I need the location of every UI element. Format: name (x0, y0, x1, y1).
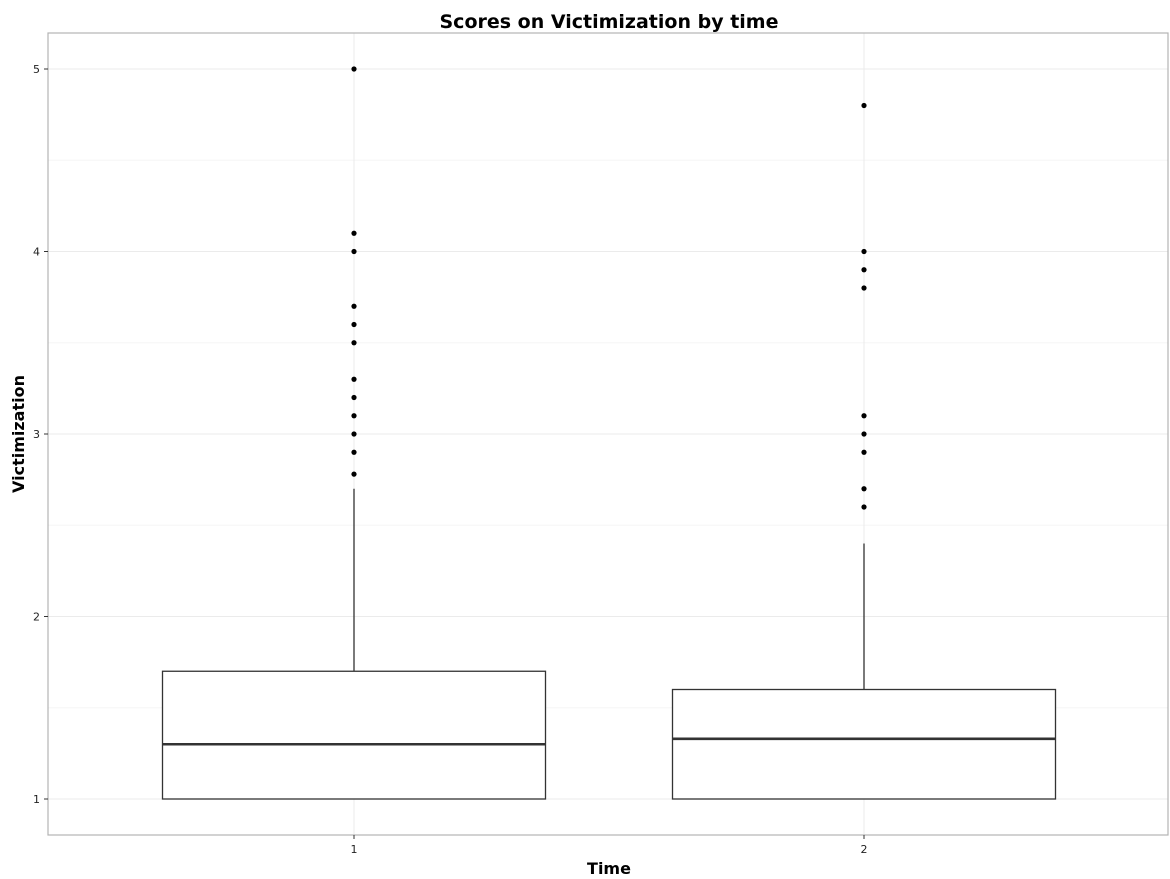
box-group-2 (671, 102, 1057, 800)
outlier-point (861, 267, 867, 273)
outlier-point (351, 303, 357, 309)
outlier-point (861, 413, 867, 419)
y-tick-label: 3 (33, 428, 40, 441)
x-tick-label: 1 (351, 843, 358, 856)
boxes (161, 66, 1057, 800)
outlier-point (861, 449, 867, 455)
outlier-point (351, 471, 357, 477)
y-tick-label: 1 (33, 793, 40, 806)
outlier-point (861, 102, 867, 109)
outlier-point (351, 321, 357, 328)
x-axis-label: Time (587, 859, 631, 878)
y-tick-label: 4 (33, 246, 40, 259)
outlier-point (351, 66, 357, 72)
box-iqr (161, 670, 547, 800)
outlier-point (861, 285, 867, 291)
outlier-point (351, 413, 357, 419)
y-tick-label: 2 (33, 611, 40, 624)
outlier-point (861, 504, 867, 510)
outlier-point (351, 340, 357, 346)
y-tick-label: 5 (33, 63, 40, 76)
outlier-point (351, 449, 357, 455)
outlier-point (861, 486, 867, 492)
outlier-point (351, 230, 357, 236)
box-group-1 (161, 66, 547, 800)
outlier-point (351, 376, 357, 382)
axes: 1 2 3 4 5 1 2 (33, 63, 868, 856)
outlier-point (861, 431, 867, 437)
y-axis-label: Victimization (9, 375, 28, 493)
outlier-point (351, 248, 357, 255)
outlier-point (351, 431, 357, 437)
box-iqr (671, 688, 1057, 800)
outlier-point (351, 394, 357, 401)
chart-title: Scores on Victimization by time (440, 11, 779, 33)
x-tick-label: 2 (861, 843, 868, 856)
outlier-point (861, 248, 867, 255)
